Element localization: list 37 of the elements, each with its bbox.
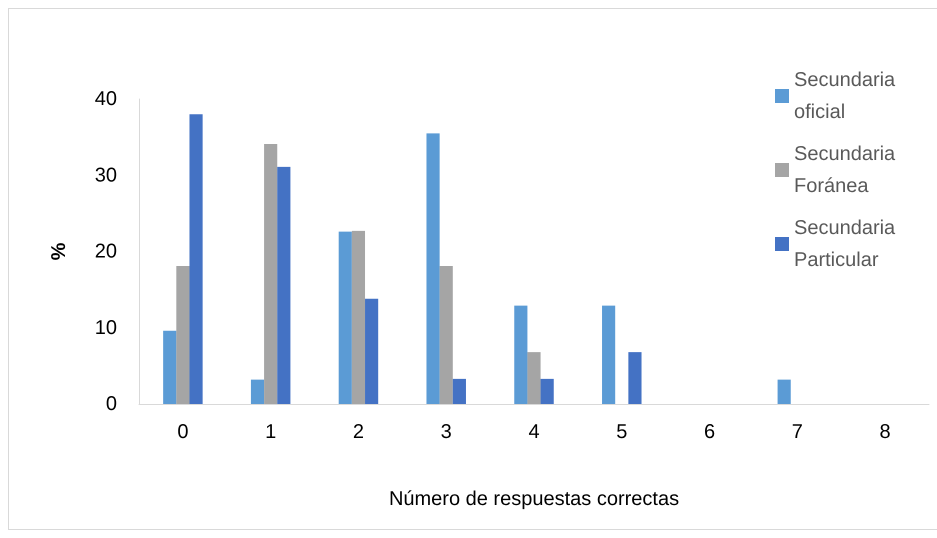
x-tick-label: 7 [792, 421, 803, 443]
bar [778, 380, 791, 404]
bar [264, 144, 278, 404]
y-tick-label: 30 [94, 164, 117, 186]
x-tick-label: 1 [265, 421, 276, 443]
x-tick-label: 3 [440, 421, 452, 443]
bar [163, 330, 176, 404]
y-tick-label: 20 [94, 240, 117, 262]
bar [452, 378, 466, 404]
y-tick-label: 0 [106, 393, 117, 415]
bar [338, 232, 352, 404]
bar [176, 266, 190, 404]
x-tick-label: 4 [528, 421, 540, 443]
x-tick-label: 8 [880, 421, 891, 443]
y-tick-label: 10 [94, 316, 117, 339]
x-axis-title: Número de respuestas correctas [388, 488, 680, 510]
bar [277, 166, 290, 404]
x-tick-label: 6 [704, 421, 716, 443]
legend-label: Secundaria oficial [794, 69, 901, 123]
bar [514, 306, 528, 404]
bar [602, 306, 616, 404]
bar [440, 266, 453, 404]
x-tick-label: 2 [352, 421, 364, 443]
bar [352, 230, 366, 404]
bar [527, 352, 541, 404]
bar [426, 133, 440, 404]
y-axis-title: % [48, 242, 70, 260]
bar [540, 378, 554, 404]
x-tick-label: 5 [616, 421, 628, 443]
bar [628, 352, 642, 404]
x-tick-label: 0 [177, 421, 188, 443]
bar [250, 380, 264, 404]
legend-label: Secundaria Particular [794, 217, 901, 271]
legend-label: Secundaria Foránea [794, 143, 901, 197]
bar [189, 114, 203, 404]
y-tick-label: 40 [94, 88, 117, 110]
bar [365, 298, 378, 404]
